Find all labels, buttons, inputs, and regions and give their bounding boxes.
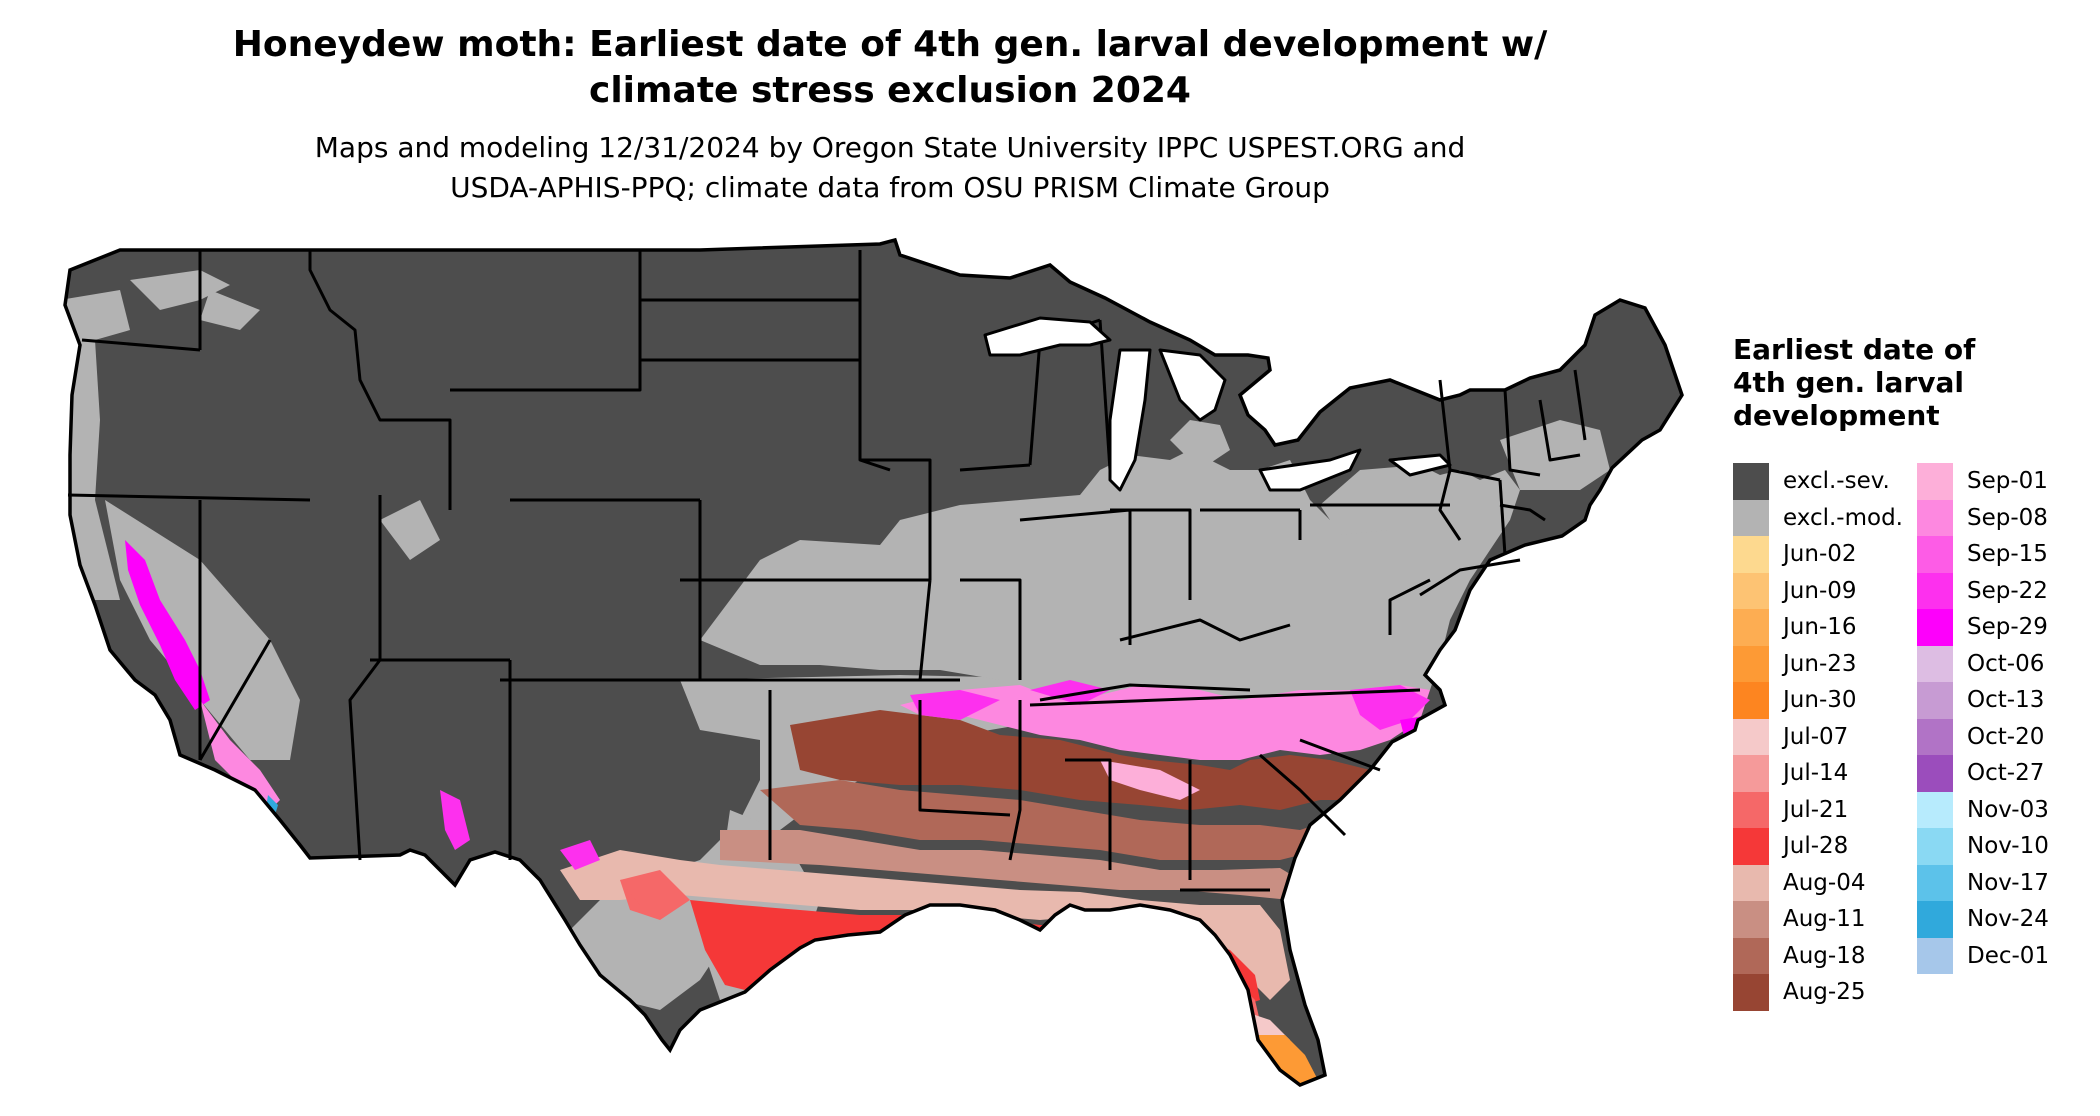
legend-swatch: [1917, 572, 1953, 609]
subtitle-line-1: Maps and modeling 12/31/2024 by Oregon S…: [314, 131, 1466, 164]
legend-swatch: [1917, 463, 1953, 500]
legend-label: Oct-06: [1967, 650, 2045, 677]
legend-label: Jun-16: [1783, 614, 1857, 640]
legend-label: Nov-03: [1967, 796, 2049, 823]
us-map: [63, 238, 1684, 1087]
legend-label: Jun-09: [1783, 577, 1857, 604]
chart-title: Honeydew moth: Earliest date of 4th gen.…: [120, 22, 1660, 114]
legend-swatch: [1733, 974, 1769, 1011]
chart-subtitle: Maps and modeling 12/31/2024 by Oregon S…: [120, 128, 1660, 208]
legend-label: Oct-20: [1967, 723, 2045, 750]
legend-swatch: [1733, 791, 1769, 828]
legend-label: Jul-14: [1783, 760, 1849, 786]
legend-swatch: [1733, 463, 1769, 500]
legend-label: Oct-13: [1967, 687, 2045, 713]
legend-label: Sep-29: [1967, 614, 2048, 640]
legend-swatch: [1733, 609, 1769, 646]
legend-label: Oct-27: [1967, 760, 2045, 786]
legend-swatch: [1733, 755, 1769, 792]
legend-swatch: [1733, 828, 1769, 865]
legend-swatch: [1733, 572, 1769, 609]
legend-swatch: [1917, 536, 1953, 573]
legend-label: Sep-08: [1967, 504, 2048, 531]
legend-label: Aug-04: [1783, 869, 1866, 896]
legend-label: Nov-10: [1967, 833, 2049, 859]
legend-label: Jul-07: [1783, 723, 1849, 750]
legend-label: Nov-24: [1967, 906, 2049, 932]
legend-swatch: [1917, 755, 1953, 792]
legend-label: excl.-mod.: [1783, 504, 1903, 531]
legend-label: Sep-01: [1967, 468, 2048, 494]
legend-label: Aug-18: [1783, 942, 1866, 969]
legend-label: Jun-02: [1783, 541, 1857, 567]
legend: Earliest date of 4th gen. larval develop…: [1733, 333, 2049, 1011]
legend-swatch: [1733, 937, 1769, 974]
legend-label: Aug-11: [1783, 906, 1866, 932]
legend-swatch: [1917, 499, 1953, 536]
title-line-2: climate stress exclusion 2024: [589, 70, 1191, 111]
legend-swatch: [1733, 682, 1769, 719]
legend-swatch: [1917, 791, 1953, 828]
legend-label: Jun-23: [1783, 650, 1857, 677]
legend-label: Sep-15: [1967, 541, 2048, 567]
legend-swatch: [1733, 536, 1769, 573]
legend-label: Jun-30: [1783, 687, 1857, 713]
legend-swatch: [1917, 937, 1953, 974]
legend-swatch: [1917, 609, 1953, 646]
legend-label: Jul-21: [1783, 796, 1849, 823]
legend-title: Earliest date of 4th gen. larval develop…: [1733, 333, 1976, 432]
legend-label: Dec-01: [1967, 942, 2050, 969]
legend-swatch: [1917, 901, 1953, 938]
legend-label: excl.-sev.: [1783, 468, 1890, 494]
legend-swatch: [1733, 499, 1769, 536]
legend-swatch: [1917, 682, 1953, 719]
legend-label: Jul-28: [1783, 833, 1849, 859]
legend-swatch: [1733, 645, 1769, 682]
legend-swatch: [1917, 864, 1953, 901]
legend-swatch: [1733, 718, 1769, 755]
legend-swatch: [1917, 645, 1953, 682]
subtitle-line-2: USDA-APHIS-PPQ; climate data from OSU PR…: [450, 171, 1330, 204]
legend-label: Nov-17: [1967, 869, 2049, 896]
legend-swatch: [1917, 828, 1953, 865]
legend-label: Aug-25: [1783, 979, 1866, 1005]
legend-swatch: [1733, 864, 1769, 901]
legend-label: Sep-22: [1967, 577, 2048, 604]
title-line-1: Honeydew moth: Earliest date of 4th gen.…: [232, 24, 1548, 65]
legend-swatch: [1733, 901, 1769, 938]
legend-swatch: [1917, 718, 1953, 755]
